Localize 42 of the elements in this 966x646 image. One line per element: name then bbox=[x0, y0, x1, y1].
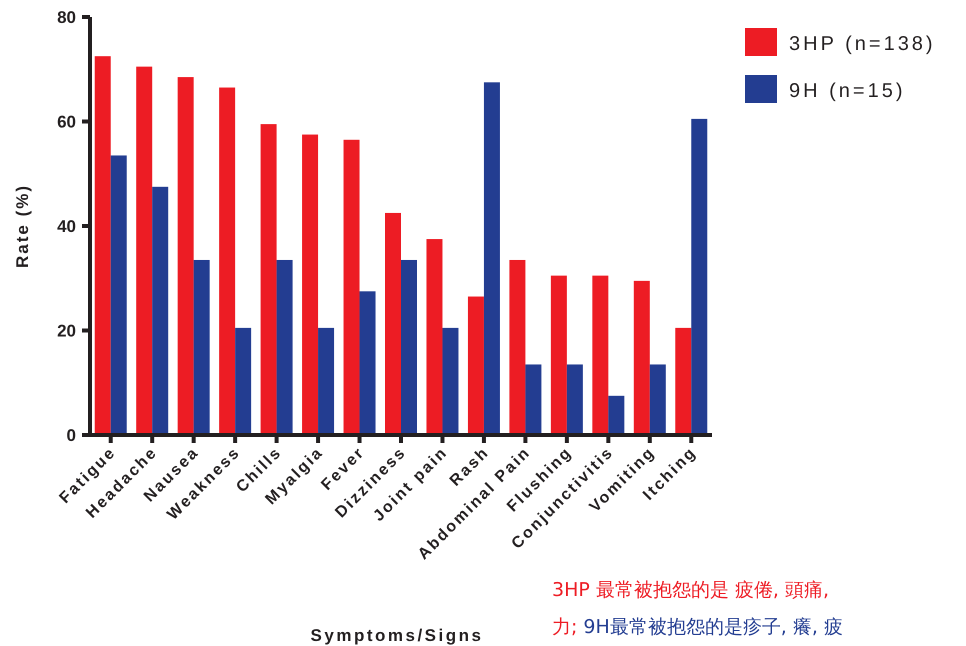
bar bbox=[426, 239, 442, 435]
bar bbox=[194, 260, 210, 435]
bar bbox=[401, 260, 417, 435]
bar bbox=[650, 364, 666, 435]
text: 力; bbox=[552, 616, 578, 638]
bar bbox=[468, 296, 484, 435]
y-tick-label: 80 bbox=[57, 8, 76, 27]
bar bbox=[152, 186, 168, 435]
bar bbox=[110, 155, 127, 435]
bar bbox=[344, 140, 360, 435]
bar bbox=[178, 77, 194, 435]
legend-label: 3HP (n=138) bbox=[789, 33, 936, 55]
bar bbox=[260, 124, 277, 435]
bar bbox=[276, 260, 293, 435]
y-tick-label: 60 bbox=[57, 112, 76, 132]
bar bbox=[360, 291, 376, 435]
bar bbox=[219, 88, 236, 435]
bar bbox=[608, 396, 624, 435]
text: 9H最常被抱怨的是疹子, 癢, 疲 bbox=[583, 616, 843, 638]
bar bbox=[385, 212, 401, 435]
bar bbox=[302, 134, 318, 435]
text: 3HP 最常被抱怨的是 疲倦, 頭痛, bbox=[552, 579, 830, 601]
bar bbox=[509, 260, 526, 435]
bar bbox=[691, 118, 708, 435]
bar bbox=[235, 328, 252, 435]
y-tick-label: 0 bbox=[66, 426, 76, 445]
bar bbox=[634, 280, 650, 435]
y-axis-title: Rate (%) bbox=[13, 184, 32, 268]
bar bbox=[484, 82, 500, 435]
bar bbox=[550, 276, 567, 435]
bar bbox=[318, 328, 334, 435]
bar bbox=[136, 66, 152, 435]
y-tick-label: 40 bbox=[57, 217, 76, 236]
bar bbox=[94, 56, 111, 435]
bar bbox=[592, 276, 608, 435]
legend-label: 9H (n=15) bbox=[789, 80, 906, 102]
y-tick-label: 20 bbox=[57, 322, 76, 340]
bar bbox=[675, 328, 692, 435]
bar bbox=[442, 328, 458, 435]
bar bbox=[566, 364, 583, 435]
bar bbox=[525, 364, 542, 435]
x-axis-title: Symptoms/Signs bbox=[310, 626, 484, 645]
